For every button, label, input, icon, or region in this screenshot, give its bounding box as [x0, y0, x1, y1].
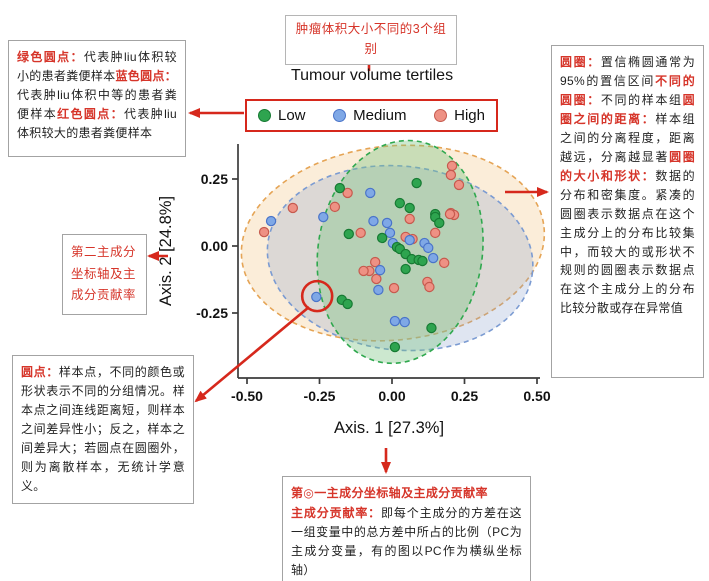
medium-dot-icon	[333, 109, 347, 122]
data-point-low	[334, 182, 345, 194]
data-point-high	[444, 208, 456, 220]
data-point-medium	[404, 234, 415, 246]
arrow-circle-to-bottom-left-box	[194, 306, 310, 403]
x-tick-label: 0.25	[451, 388, 478, 404]
legend-item-low: Low	[258, 107, 306, 124]
body-text: 即每个主成分的方差在这一组变量中的总方差中所占的比例（PC为主成分变量，有的图以…	[291, 505, 522, 577]
x-tick-label: 0.50	[523, 388, 550, 404]
chart-title: Tumour volume tertiles	[290, 67, 454, 84]
data-point-low	[376, 232, 388, 244]
data-point-high	[430, 227, 441, 239]
data-point-medium	[427, 252, 439, 264]
y-axis-label: Axis. 2 [24.8%]	[157, 196, 175, 306]
data-point-low	[404, 202, 415, 214]
legend-label: Medium	[353, 107, 407, 124]
annotation-axis1-body: 主成分贡献率：即每个主成分的方差在这一组变量中的总方差中所占的比例（PC为主成分…	[291, 506, 522, 577]
data-point-high	[355, 227, 366, 239]
data-point-low	[342, 298, 353, 310]
data-point-low	[426, 322, 437, 334]
body-text: 置信椭圆通常为95%的置信区间	[560, 55, 695, 88]
y-tick-label: 0.00	[201, 238, 228, 254]
annotation-groups-box: 肿瘤体积大小不同的3个组别	[285, 15, 457, 65]
annotation-axis1-heading: 第◎一主成分坐标轴及主成分贡献率	[291, 486, 488, 500]
legend-item-high: High	[434, 107, 485, 124]
highlight-circle	[300, 279, 334, 313]
data-point-high	[446, 160, 458, 172]
data-point-high	[388, 282, 400, 294]
body-text: 代表肿liu体积较大的患者粪便样本	[17, 106, 177, 140]
keyword-label: 圆点：	[21, 365, 59, 379]
data-point-high	[369, 256, 381, 268]
body-text: 代表肿liu体积中等的患者粪便样本	[17, 87, 177, 121]
x-tick-label: 0.00	[378, 388, 405, 404]
legend-label: Low	[278, 107, 306, 124]
data-point-medium	[374, 264, 386, 276]
data-point-medium	[311, 291, 322, 303]
data-point-medium	[399, 316, 410, 328]
keyword-label: 圆圈的大小和形状：	[560, 149, 695, 183]
legend-label: High	[454, 107, 485, 124]
x-tick-label: -0.25	[304, 388, 336, 404]
body-text: 数据的分布和密集度。紧凑的圆圈表示数据点在这个主成分上的分布比较集中，而较大的或…	[560, 168, 695, 316]
body-text: 不同的样本组	[600, 92, 683, 107]
legend-item-medium: Medium	[333, 107, 407, 124]
data-point-low	[417, 255, 428, 267]
low-dot-icon	[258, 109, 271, 122]
data-point-high	[371, 273, 382, 285]
y-tick-label: -0.25	[196, 305, 228, 321]
keyword-label: 圆圈：	[560, 55, 601, 69]
keyword-label: 不同的圆圈：	[560, 73, 695, 107]
data-point-high	[445, 169, 457, 181]
data-point-high	[453, 179, 465, 191]
x-tick-label: -0.50	[231, 388, 263, 404]
data-point-high	[358, 265, 369, 277]
data-point-high	[424, 281, 435, 293]
x-axis-label: Axis. 1 [27.3%]	[334, 419, 444, 437]
data-point-medium	[318, 211, 329, 223]
keyword-label: 圆圈之间的距离：	[560, 92, 695, 126]
data-point-high	[258, 226, 270, 238]
annotation-dot-colors-box: 绿色圆点：代表肿liu体积较小的患者粪便样本蓝色圆点： 代表肿liu体积中等的患者…	[8, 40, 186, 157]
body-text: 样本组之间的分离程度，距离越远，分离越显著	[560, 111, 695, 164]
data-point-medium	[373, 284, 384, 296]
annotation-axis2-box: 第二主成分坐标轴及主成分贡献率	[62, 234, 147, 315]
keyword-label: 主成分贡献率：	[291, 505, 382, 520]
data-point-medium	[265, 215, 277, 227]
data-point-low	[434, 217, 445, 229]
data-point-low	[411, 177, 422, 189]
data-point-medium	[365, 187, 376, 199]
data-point-medium	[368, 215, 379, 227]
data-point-high	[439, 257, 450, 269]
keyword-label: 红色圆点：	[57, 106, 124, 121]
annotation-ellipse-box: 圆圈：置信椭圆通常为95%的置信区间不同的圆圈：不同的样本组圆圈之间的距离：样本…	[551, 45, 704, 378]
data-point-high	[287, 202, 299, 214]
data-point-low	[394, 197, 406, 209]
y-tick-label: 0.25	[201, 171, 228, 187]
data-point-high	[329, 201, 341, 213]
data-point-medium	[384, 227, 396, 239]
keyword-label: 绿色圆点：	[17, 50, 84, 64]
data-point-medium	[389, 315, 401, 327]
keyword-label: 蓝色圆点：	[115, 68, 177, 83]
legend: Low Medium High	[245, 99, 498, 132]
data-point-medium	[423, 242, 434, 254]
annotation-sample-points-box: 圆点：样本点，不同的颜色或形状表示不同的分组情况。样本点之间连线距离短，则样本之…	[12, 355, 194, 504]
data-point-low	[389, 341, 401, 353]
data-point-low	[343, 228, 354, 240]
annotation-axis1-box: 第◎一主成分坐标轴及主成分贡献率 主成分贡献率：即每个主成分的方差在这一组变量中的…	[282, 476, 531, 581]
high-dot-icon	[434, 109, 448, 122]
data-point-high	[404, 213, 415, 225]
data-point-medium	[381, 217, 393, 229]
data-point-high	[342, 187, 353, 199]
body-text: 代表肿liu体积较小的患者粪便样本	[17, 50, 177, 83]
body-text: 样本点，不同的颜色或形状表示不同的分组情况。样本点之间连线距离短，则样本之间差异…	[21, 365, 185, 493]
data-point-low	[400, 263, 411, 275]
